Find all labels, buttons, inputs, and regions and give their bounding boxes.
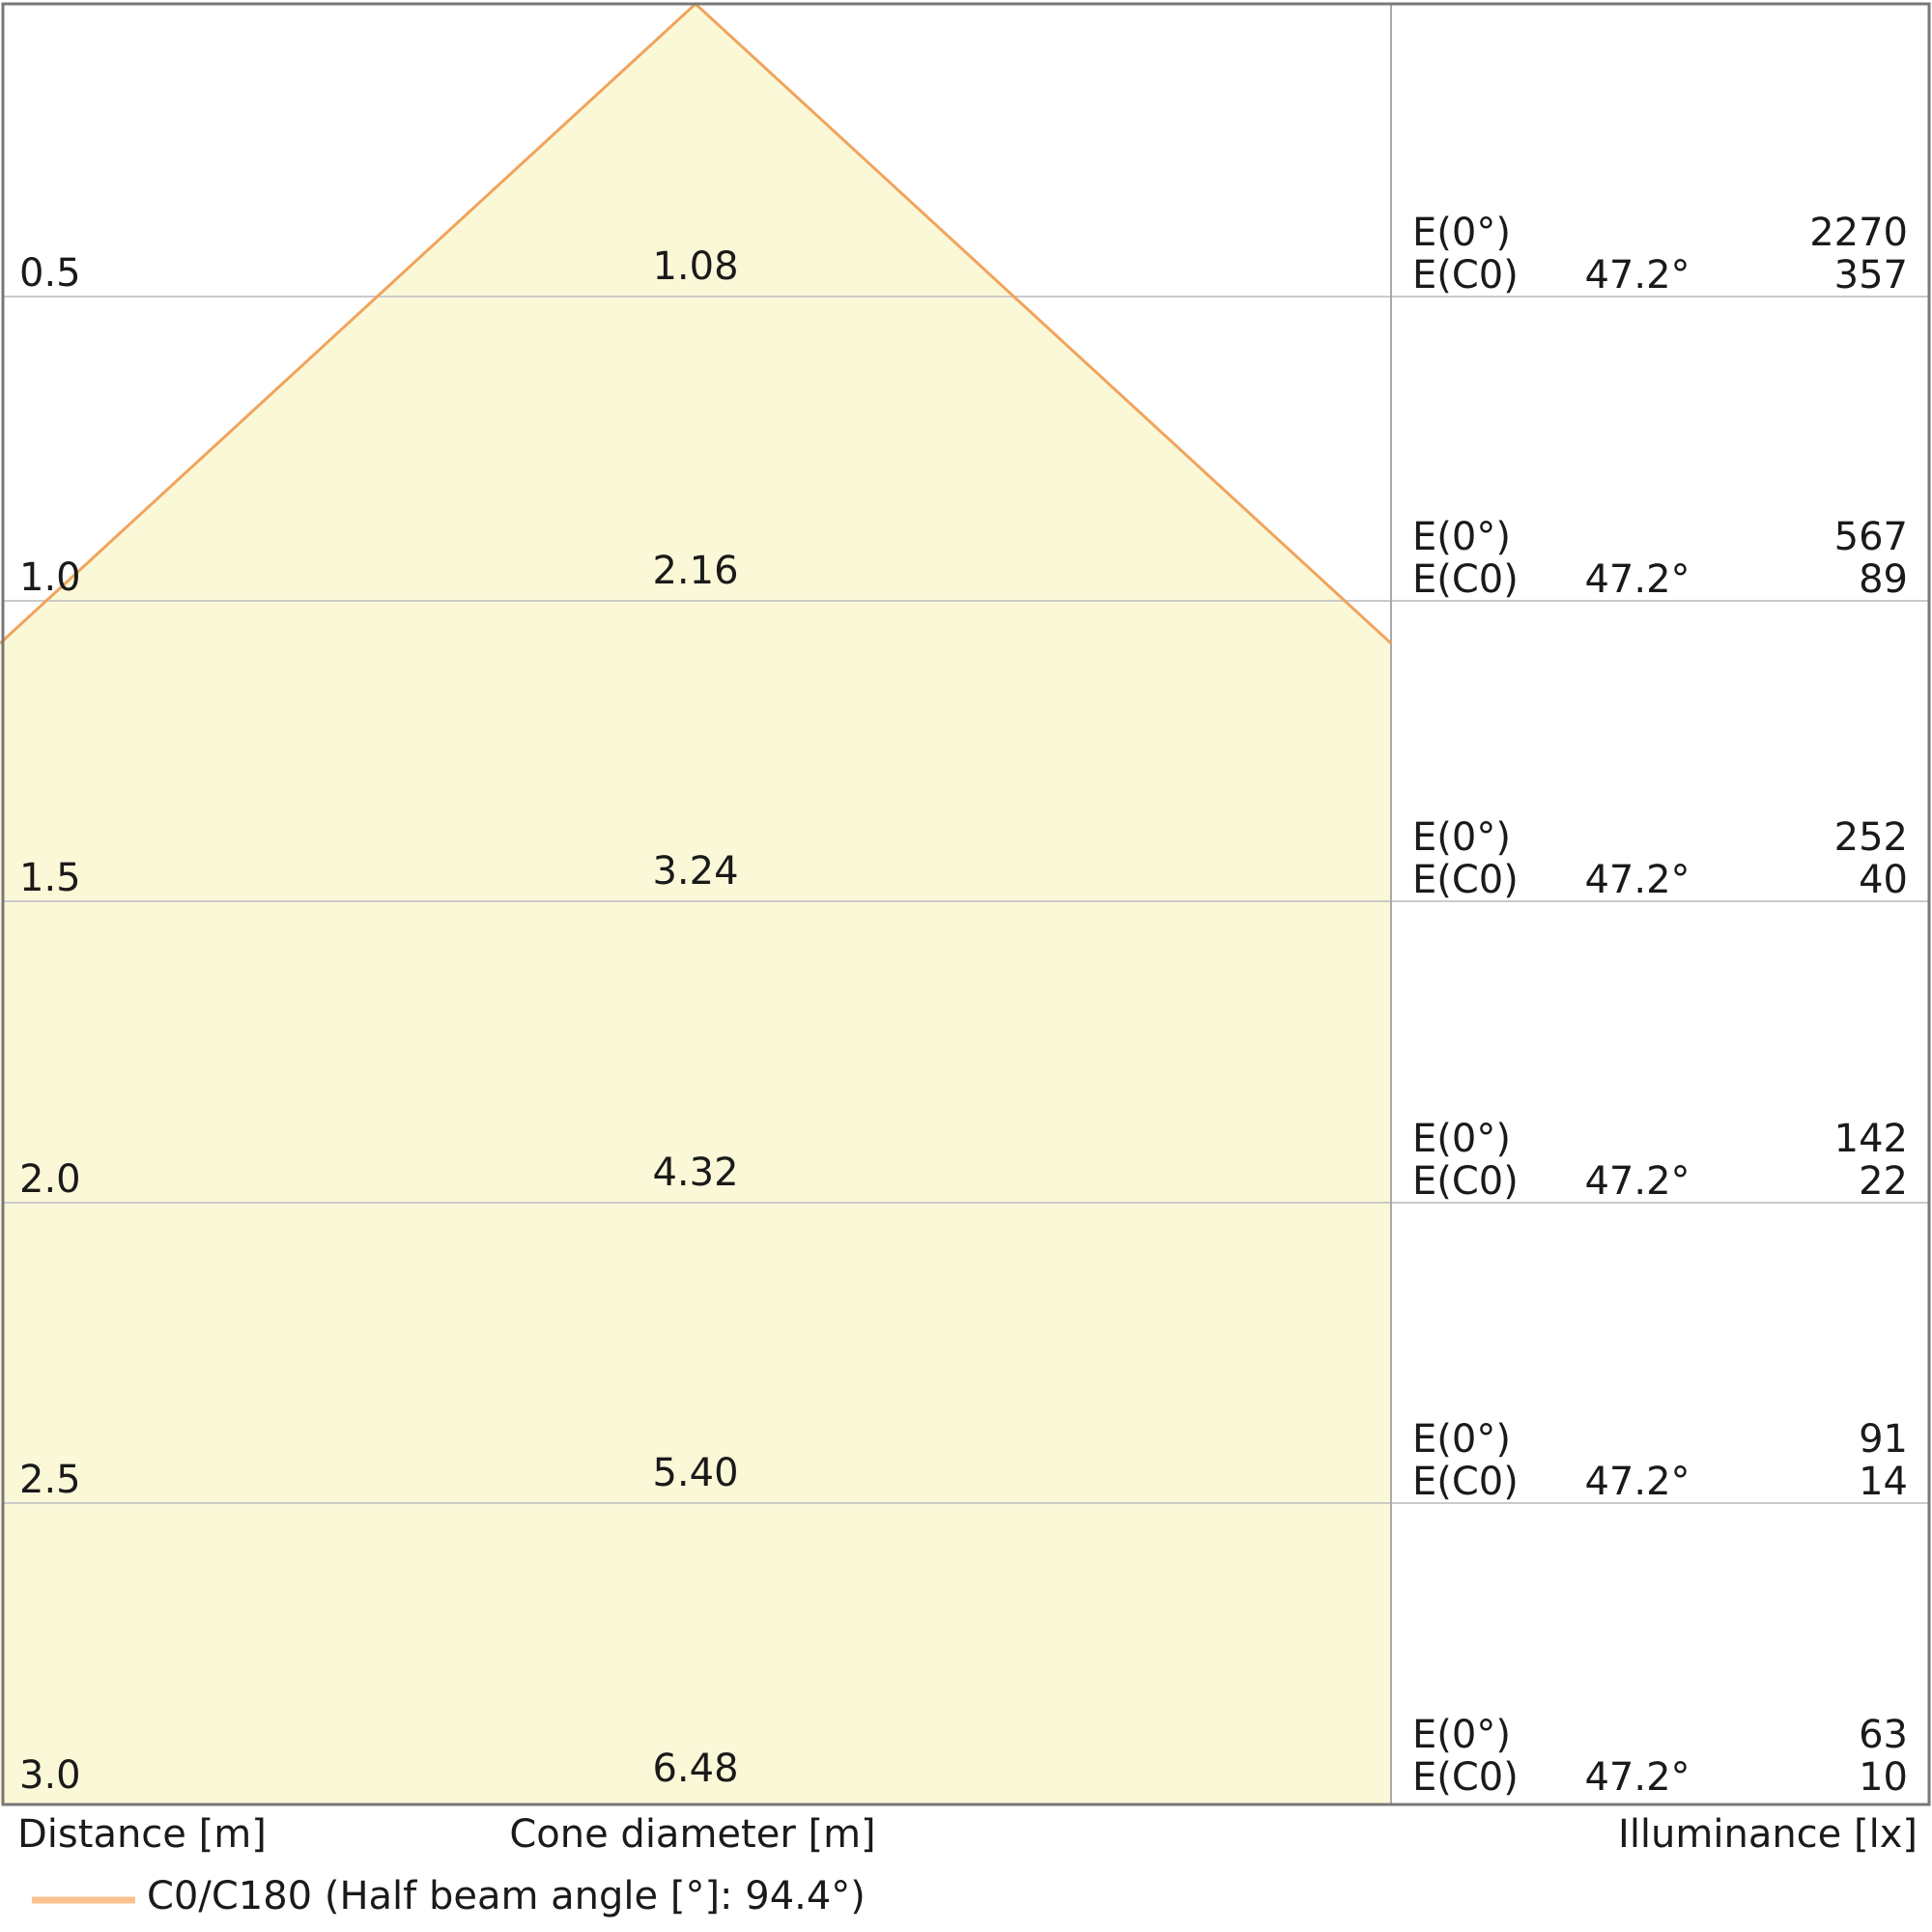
- distance-label: 2.0: [19, 1157, 81, 1202]
- distance-label: 0.5: [19, 251, 81, 296]
- distance-label: 2.5: [19, 1458, 81, 1502]
- ec0-label: E(C0): [1412, 253, 1519, 298]
- cone-diameter-value: 5.40: [652, 1451, 739, 1495]
- e0-illuminance-value: 252: [1833, 815, 1908, 860]
- half-beam-angle-value: 47.2°: [1584, 1159, 1690, 1204]
- ec0-illuminance-value: 22: [1859, 1159, 1908, 1204]
- e0-illuminance-value: 63: [1859, 1713, 1908, 1757]
- e0-illuminance-value: 142: [1833, 1117, 1908, 1161]
- ec0-illuminance-value: 14: [1859, 1460, 1908, 1504]
- illuminance-axis-caption: Illuminance [lx]: [1618, 1812, 1918, 1857]
- e0-label: E(0°): [1412, 515, 1511, 559]
- chart-border: [1, 2, 1931, 1806]
- legend-label: C0/C180 (Half beam angle [°]: 94.4°): [147, 1874, 866, 1918]
- e0-label: E(0°): [1412, 1117, 1511, 1161]
- e0-label: E(0°): [1412, 211, 1511, 255]
- distance-label: 1.0: [19, 555, 81, 600]
- light-cone-fill: [0, 4, 1391, 1804]
- distance-label: 1.5: [19, 856, 81, 900]
- ec0-illuminance-value: 89: [1859, 557, 1908, 602]
- half-beam-angle-value: 47.2°: [1584, 253, 1690, 298]
- ec0-label: E(C0): [1412, 557, 1519, 602]
- ec0-label: E(C0): [1412, 1755, 1519, 1800]
- e0-label: E(0°): [1412, 1713, 1511, 1757]
- cone-diameter-value: 1.08: [652, 244, 739, 289]
- distance-axis-caption: Distance [m]: [17, 1812, 267, 1857]
- cone-diameter-value: 2.16: [652, 549, 739, 593]
- ec0-label: E(C0): [1412, 858, 1519, 902]
- e0-illuminance-value: 91: [1859, 1417, 1908, 1462]
- ec0-label: E(C0): [1412, 1159, 1519, 1204]
- e0-label: E(0°): [1412, 1417, 1511, 1462]
- cone-diameter-axis-caption: Cone diameter [m]: [509, 1812, 876, 1857]
- cone-diameter-value: 3.24: [652, 849, 739, 894]
- cone-diameter-value: 6.48: [652, 1747, 739, 1791]
- half-beam-angle-value: 47.2°: [1584, 1755, 1690, 1800]
- e0-illuminance-value: 2270: [1809, 211, 1908, 255]
- half-beam-angle-value: 47.2°: [1584, 1460, 1690, 1504]
- e0-illuminance-value: 567: [1833, 515, 1908, 559]
- e0-label: E(0°): [1412, 815, 1511, 860]
- ec0-illuminance-value: 40: [1859, 858, 1908, 902]
- half-beam-angle-value: 47.2°: [1584, 858, 1690, 902]
- distance-label: 3.0: [19, 1753, 81, 1798]
- cone-diameter-value: 4.32: [652, 1151, 739, 1195]
- ec0-label: E(C0): [1412, 1460, 1519, 1504]
- half-beam-angle-value: 47.2°: [1584, 557, 1690, 602]
- ec0-illuminance-value: 357: [1833, 253, 1908, 298]
- ec0-illuminance-value: 10: [1859, 1755, 1908, 1800]
